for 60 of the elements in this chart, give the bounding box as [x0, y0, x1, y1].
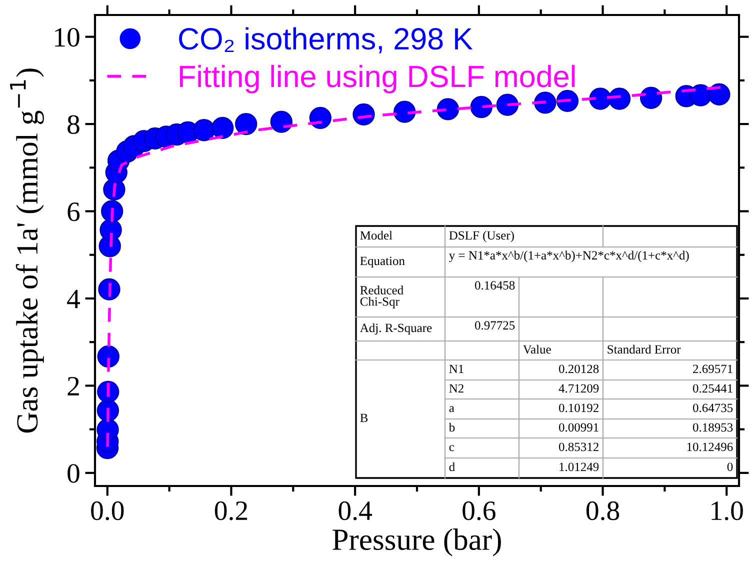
- annotation: c: [449, 445, 454, 452]
- annotation: Standard Error: [608, 344, 681, 354]
- annotation: y = N1*a*x^b/(1+a*x^b)+N2*c*x^d/(1+c*x^d): [449, 250, 689, 262]
- point: [534, 92, 556, 114]
- y-tick-label: 6: [68, 202, 80, 222]
- x-tick-label: 0.0: [91, 501, 124, 520]
- annotation: 0.97725: [474, 321, 515, 330]
- annotation: 0.85312: [558, 442, 598, 452]
- x-axis-title: Pressure (bar): [332, 528, 501, 556]
- y-tick-label: 10: [55, 28, 80, 47]
- point: [708, 83, 730, 106]
- y-tick-label: 4: [67, 290, 80, 308]
- annotation: d: [449, 462, 455, 472]
- annotation: a: [449, 406, 454, 412]
- point: [394, 100, 416, 123]
- point: [640, 86, 662, 109]
- annotation: 1.01249: [560, 462, 599, 472]
- annotation: 0.25441: [692, 384, 732, 393]
- y-tick-label: 8: [68, 115, 80, 134]
- annotation: 0.00991: [558, 423, 598, 432]
- point: [98, 278, 120, 300]
- annotation: Equation: [360, 256, 405, 268]
- annotation: 4.71209: [558, 384, 599, 393]
- annotation: Reduced Chi-Sqr: [360, 286, 404, 308]
- annotation: 0.10192: [558, 404, 598, 412]
- annotation: Model: [360, 230, 392, 240]
- annotation: 2.69571: [693, 364, 732, 374]
- x-tick-label: 0.8: [586, 501, 620, 520]
- x-tick-label: 1.0: [712, 501, 743, 520]
- annotation: b: [448, 422, 455, 432]
- annotation: Adj. R-Square: [360, 323, 432, 335]
- point: [608, 88, 631, 110]
- x-tick-label: 0.4: [338, 501, 372, 520]
- annotation: 0: [727, 462, 733, 472]
- y-tick-label: 0: [68, 464, 80, 483]
- point: [309, 106, 332, 130]
- x-tick-label: 0.2: [214, 501, 248, 520]
- point: [211, 116, 234, 140]
- annotation: 0.64735: [692, 404, 733, 412]
- point: [97, 345, 120, 368]
- point: [192, 119, 216, 142]
- annotation: DSLF (User): [449, 230, 514, 242]
- legend-label: CO₂ isotherms, 298 K: [179, 27, 473, 54]
- point: [436, 98, 460, 120]
- annotation: B: [360, 414, 368, 422]
- point: [270, 110, 292, 133]
- legend-label: Fitting line using DSLF model: [180, 64, 575, 94]
- annotation: 0.16458: [474, 281, 515, 290]
- annotation: 0.20128: [558, 364, 599, 374]
- annotation: N2: [449, 384, 464, 393]
- point: [496, 94, 518, 116]
- annotation: N1: [449, 364, 464, 374]
- annotation: 0.18953: [692, 423, 733, 432]
- y-axis-title: Gas uptake of 1a' (mmol g$^{−1}$): [10, 68, 44, 433]
- point: [235, 112, 258, 136]
- y-tick-label: 2: [68, 376, 79, 396]
- x-tick-label: 0.6: [462, 501, 496, 520]
- point: [470, 96, 492, 118]
- annotation: Value: [523, 344, 551, 354]
- annotation: 10.12496: [687, 442, 733, 452]
